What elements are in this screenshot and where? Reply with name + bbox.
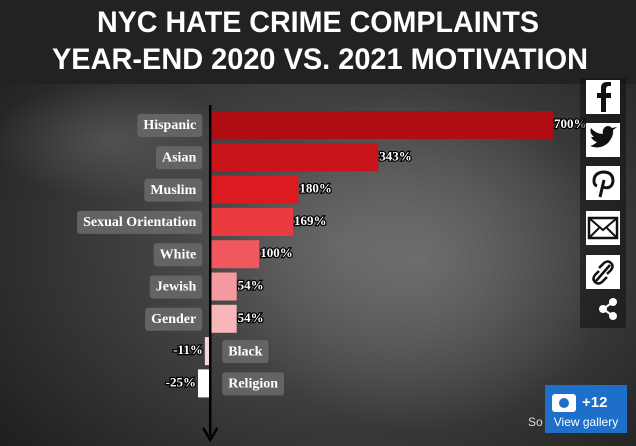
category-box	[222, 340, 269, 364]
email-button[interactable]	[586, 211, 620, 245]
source: So	[528, 415, 543, 429]
value-label: 100%	[260, 245, 293, 260]
value-label: 54%	[238, 310, 264, 325]
bar	[210, 207, 293, 236]
bar	[210, 175, 299, 204]
background-blur	[0, 80, 230, 200]
category-label: White	[160, 247, 197, 262]
camera-icon	[559, 398, 569, 408]
value-label: 700%	[554, 116, 587, 131]
category-box	[222, 372, 285, 396]
category-label: Religion	[228, 377, 278, 392]
icon	[590, 126, 617, 148]
category-box	[144, 178, 203, 202]
background-blur	[220, 90, 620, 430]
chart-title: YEAR-END 2020 VS. 2021 MOTIVATION	[52, 43, 588, 76]
category-label: Black	[228, 344, 262, 359]
chart: 700% Hispanic 343% Asian 180% Muslim 169% Sexua…	[77, 105, 588, 443]
share-button[interactable]	[599, 298, 617, 320]
bar	[210, 111, 553, 139]
value-label: -11%	[173, 342, 203, 357]
bar	[204, 337, 211, 366]
button-bg	[586, 211, 620, 245]
bar	[210, 240, 260, 269]
icon	[588, 217, 618, 239]
category-box	[137, 114, 203, 137]
icon	[601, 301, 614, 317]
bar	[210, 272, 237, 301]
pinterest-button[interactable]	[586, 166, 620, 200]
chart-title: NYC HATE CRIME COMPLAINTS	[97, 6, 539, 39]
bar	[210, 304, 237, 333]
value-label: 343%	[379, 148, 412, 163]
value-label: -25%	[166, 374, 196, 389]
gallery-button[interactable]: +12 View gallery	[545, 385, 627, 433]
value-label: 169%	[294, 213, 327, 228]
category-box	[77, 210, 203, 234]
category-label: Sexual Orientation	[83, 215, 196, 230]
gallery-label: View gallery	[554, 415, 618, 429]
category-label: Hispanic	[143, 118, 196, 133]
bar	[198, 369, 211, 398]
icon	[592, 170, 615, 198]
gallery-count: +12	[582, 394, 607, 411]
category-box	[156, 146, 203, 170]
icon	[597, 82, 611, 112]
category-box	[153, 243, 203, 267]
category-label: Asian	[162, 151, 196, 166]
category-box	[145, 307, 203, 331]
link-button[interactable]	[586, 255, 620, 289]
share-panel	[580, 78, 626, 328]
value-label: 54%	[238, 277, 264, 292]
value-label: 180%	[299, 181, 332, 196]
share-bar	[580, 78, 626, 328]
twitter-button[interactable]	[586, 123, 620, 157]
title-band	[0, 0, 636, 84]
category-label: Jewish	[156, 280, 197, 295]
facebook-button[interactable]	[586, 80, 620, 114]
category-label: Gender	[151, 312, 196, 327]
axis-arrow	[202, 427, 219, 443]
category-box	[149, 275, 203, 299]
icon	[587, 216, 619, 240]
category-label: Muslim	[150, 183, 196, 198]
icon	[592, 260, 614, 285]
bar	[210, 143, 379, 172]
